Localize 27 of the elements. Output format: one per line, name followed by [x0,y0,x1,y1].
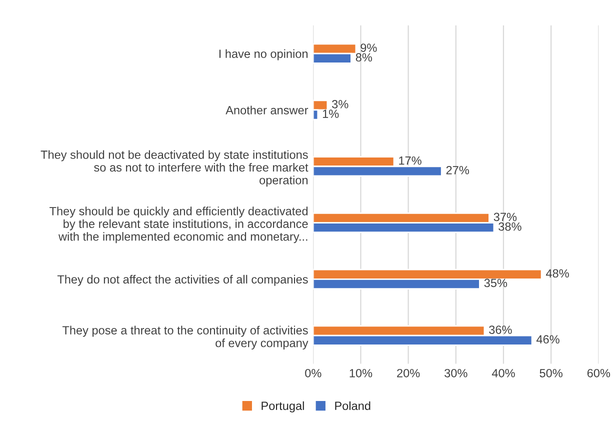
x-tick-label: 50% [540,368,562,378]
x-tick-label: 20% [397,368,420,378]
data-label: 37% [494,212,517,222]
y-tick-label: I have no opinion [219,49,308,60]
y-tick-label: They should be quickly and efficiently deactivated by the relevant state institutions, in accordance with the implemented economic and monetary... [50,206,308,244]
x-tick-label: 40% [492,368,515,378]
y-tick-label: They pose a threat to the continuity of activities of every company [62,326,308,350]
data-label: 27% [446,166,469,174]
x-tick-label: 60% [587,368,610,378]
legend-label: Portugal [262,401,304,412]
data-label: 3% [332,100,348,108]
x-tick-label: 0% [305,368,322,378]
data-label: 36% [489,326,512,334]
data-label: 8% [356,53,372,62]
data-label: 35% [484,278,508,288]
data-label: 9% [360,44,377,52]
data-label: 17% [399,156,422,165]
x-tick-label: 10% [350,368,372,378]
y-tick-label: Another answer [226,106,308,114]
y-tick-label: They should not be deactivated by state institutions so as not to interfere with the free market operation [40,150,308,187]
data-label: 46% [536,335,560,344]
legend-label: Poland [335,401,370,410]
x-tick-label: 30% [444,368,468,378]
data-label: 1% [322,110,339,118]
data-label: 48% [546,269,569,278]
y-tick-label: They do not affect the activities of all companies [57,274,308,286]
data-label: 38% [498,222,522,231]
